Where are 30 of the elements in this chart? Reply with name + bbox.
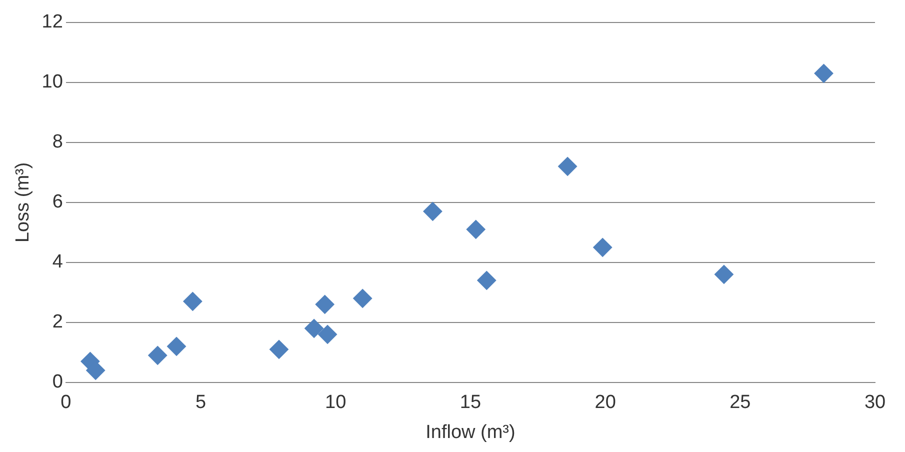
- point: [423, 202, 442, 221]
- x-tick-label: 10: [325, 392, 346, 414]
- point: [148, 346, 168, 365]
- point: [593, 238, 612, 257]
- y-tick-label: 8: [52, 132, 63, 153]
- x-tick-label: 5: [195, 392, 206, 414]
- y-tick-label: 10: [42, 72, 63, 93]
- point: [304, 318, 324, 338]
- point: [183, 292, 202, 311]
- point: [353, 288, 372, 308]
- x-tick-label: 15: [460, 392, 482, 414]
- y-tick-label: 0: [52, 372, 63, 393]
- point: [269, 340, 288, 359]
- point: [318, 324, 338, 344]
- x-tick-label: 25: [730, 392, 751, 414]
- point: [167, 336, 186, 356]
- y-tick-label: 2: [52, 312, 63, 333]
- y-tick-label: 6: [52, 192, 63, 213]
- point: [315, 294, 334, 314]
- point: [466, 220, 486, 239]
- x-tick-label: 20: [594, 392, 616, 414]
- point: [814, 64, 834, 83]
- y-tick-label: 12: [42, 12, 63, 33]
- y-tick-label: 4: [52, 252, 64, 273]
- point: [714, 264, 734, 284]
- y-axis-title: Loss (m³): [12, 162, 34, 243]
- point: [477, 270, 496, 290]
- point: [558, 156, 578, 176]
- x-tick-label: 30: [864, 392, 886, 414]
- x-axis-title: Inflow (m³): [426, 422, 516, 443]
